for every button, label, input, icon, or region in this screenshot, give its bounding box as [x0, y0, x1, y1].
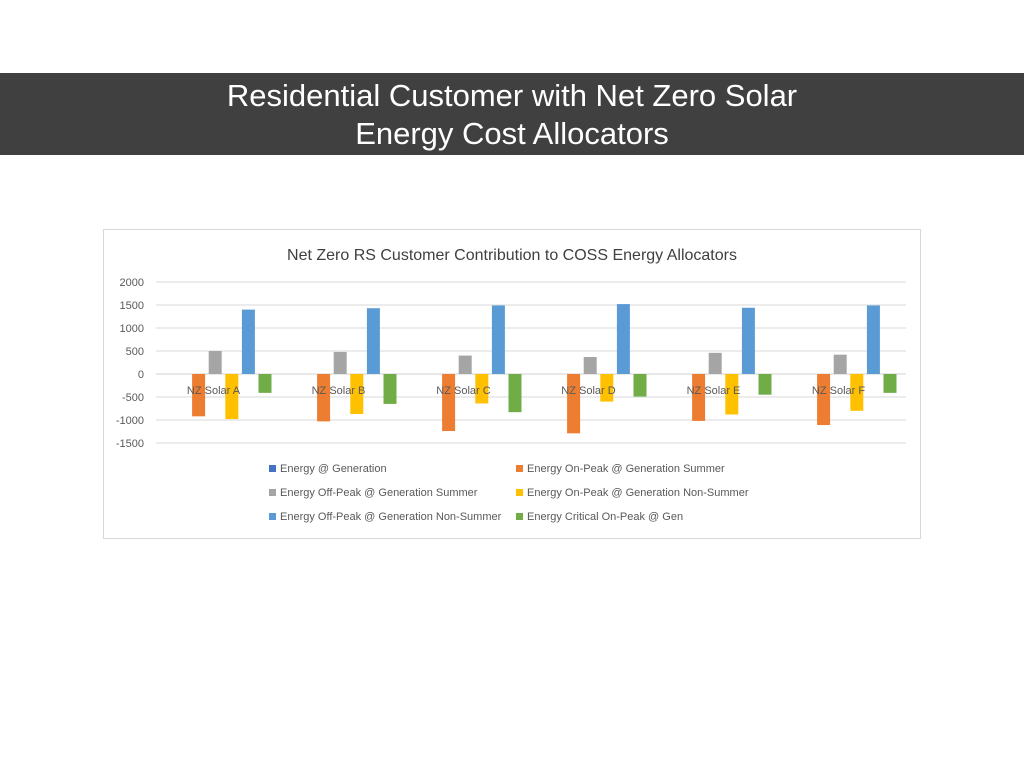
bar — [383, 374, 397, 404]
legend-label: Energy On-Peak @ Generation Non-Summer — [527, 487, 749, 499]
bar — [567, 374, 581, 434]
y-tick-label: -500 — [122, 392, 144, 404]
legend-item: Energy On-Peak @ Generation Summer — [516, 463, 725, 475]
category-label: NZ Solar F — [812, 385, 865, 397]
bar — [350, 374, 364, 415]
bar — [583, 356, 597, 374]
bar-chart: Net Zero RS Customer Contribution to COS… — [116, 247, 906, 523]
bar — [883, 374, 897, 393]
bar — [633, 374, 647, 397]
y-tick-label: 1000 — [120, 323, 144, 335]
bar — [491, 305, 505, 374]
legend-item: Energy Off-Peak @ Generation Non-Summer — [269, 511, 502, 523]
y-tick-label: 2000 — [120, 277, 144, 289]
bar — [758, 374, 772, 395]
bar — [442, 374, 456, 432]
chart-title: Net Zero RS Customer Contribution to COS… — [287, 247, 737, 264]
legend-swatch — [269, 513, 276, 520]
bar — [866, 305, 880, 374]
bar — [333, 351, 347, 374]
legend-label: Energy Off-Peak @ Generation Non-Summer — [280, 511, 502, 523]
bar — [508, 374, 522, 413]
bar — [600, 374, 614, 402]
bar — [317, 374, 331, 422]
y-tick-label: -1500 — [116, 438, 144, 450]
legend-item: Energy @ Generation — [269, 463, 387, 475]
bar — [458, 355, 472, 374]
category-label: NZ Solar B — [312, 385, 366, 397]
bars — [192, 304, 897, 434]
legend-label: Energy Off-Peak @ Generation Summer — [280, 487, 478, 499]
bar — [241, 309, 255, 374]
bar — [616, 304, 630, 374]
legend-item: Energy Critical On-Peak @ Gen — [516, 511, 683, 523]
legend-label: Energy On-Peak @ Generation Summer — [527, 463, 725, 475]
bar — [692, 374, 706, 421]
bar — [725, 374, 739, 415]
category-labels: NZ Solar A NZ Solar B NZ Solar C NZ Solar D… — [187, 385, 865, 397]
legend-swatch — [516, 513, 523, 520]
legend-swatch — [269, 465, 276, 472]
slide-title-line-2: Energy Cost Allocators — [355, 116, 669, 151]
y-tick-label: 500 — [126, 346, 144, 358]
bar — [850, 374, 864, 411]
bar — [741, 307, 755, 374]
bar — [708, 352, 722, 374]
category-label: NZ Solar D — [561, 385, 615, 397]
y-tick-label: 0 — [138, 369, 144, 381]
category-label: NZ Solar C — [436, 385, 490, 397]
legend-label: Energy Critical On-Peak @ Gen — [527, 511, 683, 523]
legend-swatch — [269, 489, 276, 496]
y-tick-label: -1000 — [116, 415, 144, 427]
legend-label: Energy @ Generation — [280, 463, 387, 475]
y-axis-ticks: 2000 1500 1000 500 0 -500 -1000 -1500 — [116, 277, 144, 450]
legend-swatch — [516, 489, 523, 496]
bar — [192, 374, 206, 417]
bar — [475, 374, 489, 404]
chart-frame: Net Zero RS Customer Contribution to COS… — [103, 229, 921, 539]
bar — [258, 374, 272, 393]
legend: Energy @ Generation Energy On-Peak @ Gene… — [269, 463, 749, 523]
bar — [225, 374, 239, 420]
legend-swatch — [516, 465, 523, 472]
y-tick-label: 1500 — [120, 300, 144, 312]
gridlines — [156, 281, 906, 444]
category-label: NZ Solar A — [187, 385, 241, 397]
legend-item: Energy Off-Peak @ Generation Summer — [269, 487, 478, 499]
slide-title-band: Residential Customer with Net Zero Solar… — [0, 73, 1024, 155]
legend-item: Energy On-Peak @ Generation Non-Summer — [516, 487, 749, 499]
bar — [817, 374, 831, 426]
bar — [208, 351, 222, 374]
category-label: NZ Solar E — [687, 385, 741, 397]
slide-title-line-1: Residential Customer with Net Zero Solar — [226, 78, 798, 113]
bar — [366, 308, 380, 374]
bar — [833, 354, 847, 374]
